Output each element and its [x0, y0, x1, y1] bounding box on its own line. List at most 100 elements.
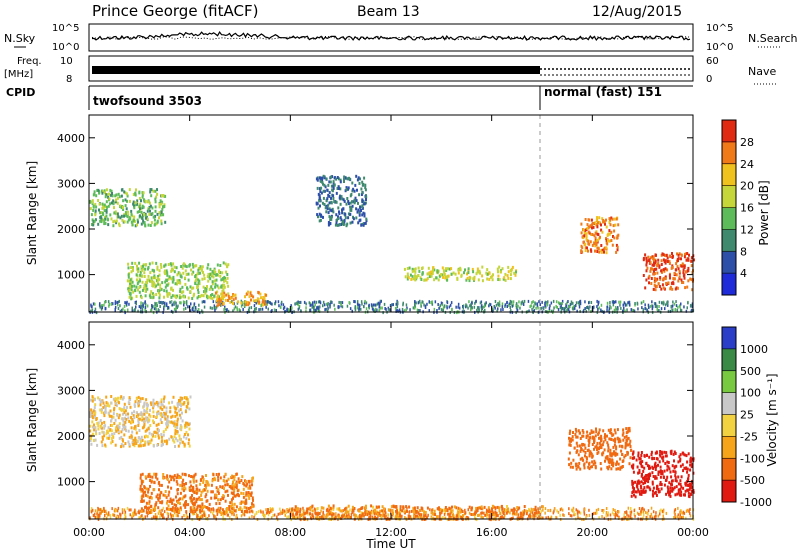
data-cell	[220, 278, 223, 282]
data-cell	[542, 508, 544, 512]
data-cell	[349, 212, 352, 216]
data-cell	[381, 306, 383, 310]
data-cell	[173, 435, 176, 439]
data-cell	[322, 174, 325, 178]
data-cell	[147, 426, 150, 430]
data-cell	[247, 479, 250, 483]
data-cell	[600, 249, 603, 253]
data-cell	[179, 427, 182, 431]
data-cell	[320, 515, 323, 519]
data-cell	[587, 306, 589, 310]
data-cell	[193, 490, 196, 494]
data-cell	[100, 440, 103, 444]
data-cell	[441, 266, 444, 270]
data-cell	[188, 444, 191, 448]
data-cell	[138, 305, 141, 309]
data-cell	[648, 306, 650, 310]
data-cell	[265, 305, 267, 309]
data-cell	[442, 306, 445, 310]
data-cell	[170, 269, 173, 273]
data-cell	[509, 299, 512, 303]
data-cell	[357, 221, 360, 225]
data-cell	[105, 200, 108, 204]
data-cell	[661, 252, 664, 256]
data-cell	[201, 503, 204, 506]
data-cell	[358, 509, 361, 513]
data-cell	[409, 515, 412, 519]
data-cell	[687, 266, 690, 270]
data-cell	[119, 516, 122, 519]
data-cell	[314, 511, 317, 515]
data-cell	[232, 496, 234, 500]
data-cell	[620, 449, 623, 453]
data-cell	[512, 516, 514, 520]
data-cell	[116, 201, 119, 205]
data-cell	[536, 304, 539, 308]
data-cell	[381, 505, 384, 509]
data-cell	[436, 507, 439, 511]
data-cell	[217, 498, 220, 502]
data-cell	[360, 307, 362, 311]
data-cell	[227, 294, 230, 298]
data-cell	[337, 516, 339, 520]
data-cell	[104, 443, 107, 447]
data-cell	[577, 516, 579, 520]
data-cell	[223, 295, 226, 298]
data-cell	[98, 398, 101, 402]
data-cell	[677, 506, 679, 510]
data-cell	[673, 516, 676, 519]
data-cell	[107, 436, 110, 440]
data-cell	[365, 301, 368, 305]
data-cell	[100, 216, 102, 220]
data-cell	[528, 309, 530, 313]
data-cell	[153, 269, 155, 273]
data-cell	[402, 301, 404, 305]
data-cell	[139, 207, 141, 211]
data-cell	[217, 273, 220, 277]
data-cell	[161, 415, 164, 419]
data-cell	[249, 486, 252, 490]
data-cell	[602, 509, 605, 512]
data-cell	[152, 515, 155, 519]
data-cell	[121, 308, 123, 312]
data-cell	[474, 512, 476, 516]
data-cell	[91, 305, 93, 309]
data-cell	[345, 509, 348, 513]
data-cell	[680, 264, 683, 268]
data-cell	[176, 405, 179, 409]
data-cell	[677, 259, 679, 263]
data-cell	[449, 303, 452, 307]
data-cell	[95, 429, 97, 433]
data-cell	[139, 484, 142, 488]
data-cell	[414, 278, 417, 282]
data-cell	[196, 296, 199, 300]
data-cell	[193, 292, 196, 296]
data-cell	[691, 288, 694, 292]
data-cell	[561, 302, 563, 306]
data-cell	[178, 399, 180, 402]
data-cell	[225, 293, 228, 297]
data-cell	[480, 505, 483, 509]
data-cell	[465, 305, 467, 309]
data-cell	[239, 502, 242, 506]
data-cell	[665, 281, 668, 285]
data-cell	[686, 285, 689, 289]
data-cell	[251, 514, 253, 518]
data-cell	[187, 305, 189, 309]
data-cell	[396, 516, 399, 520]
data-cell	[97, 424, 100, 428]
data-cell	[341, 509, 344, 513]
data-cell	[674, 287, 677, 291]
data-cell	[384, 516, 386, 520]
data-cell	[160, 483, 163, 487]
data-cell	[606, 238, 609, 242]
data-cell	[451, 511, 454, 514]
data-cell	[529, 305, 531, 309]
data-cell	[662, 510, 665, 514]
data-cell	[420, 304, 422, 308]
data-cell	[149, 484, 151, 488]
data-cell	[511, 265, 514, 269]
data-cell	[160, 222, 163, 226]
data-cell	[180, 425, 183, 429]
